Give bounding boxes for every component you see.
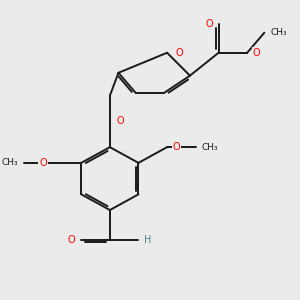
Text: H: H — [144, 235, 152, 245]
Text: O: O — [176, 48, 183, 58]
Text: O: O — [253, 48, 260, 58]
Text: O: O — [205, 19, 213, 29]
Text: CH₃: CH₃ — [201, 142, 218, 152]
Text: O: O — [173, 142, 180, 152]
Text: CH₃: CH₃ — [2, 158, 18, 167]
Text: O: O — [39, 158, 47, 168]
Text: O: O — [116, 116, 124, 126]
Text: CH₃: CH₃ — [270, 28, 286, 37]
Text: O: O — [68, 235, 76, 245]
